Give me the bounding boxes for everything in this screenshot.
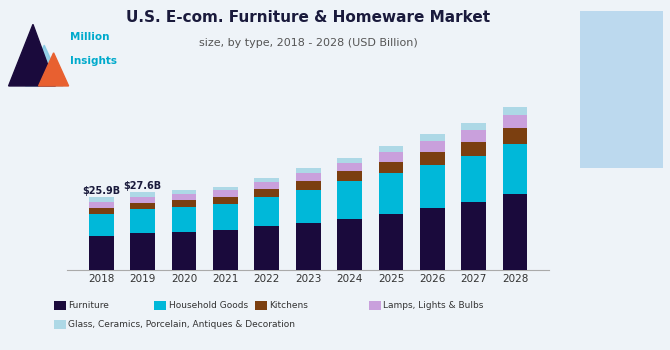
Bar <box>420 141 445 152</box>
Bar <box>255 189 279 197</box>
Bar <box>89 197 114 202</box>
Bar <box>461 202 486 270</box>
Bar <box>89 202 114 208</box>
Bar <box>213 197 238 204</box>
Text: Lamps, Lights & Bulbs: Lamps, Lights & Bulbs <box>383 301 484 310</box>
Bar <box>295 223 321 270</box>
Polygon shape <box>39 53 68 86</box>
Text: Household Goods: Household Goods <box>169 301 248 310</box>
Bar <box>295 173 321 181</box>
Bar <box>420 208 445 270</box>
Bar <box>295 168 321 173</box>
Polygon shape <box>25 45 63 86</box>
Bar <box>337 181 362 219</box>
Text: Furniture: Furniture <box>68 301 109 310</box>
Bar <box>461 130 486 142</box>
Bar <box>255 178 279 182</box>
Bar <box>502 107 527 115</box>
Bar <box>461 142 486 156</box>
Text: Glass, Ceramics, Porcelain, Antiques & Decoration: Glass, Ceramics, Porcelain, Antiques & D… <box>68 320 295 329</box>
Bar <box>172 194 196 200</box>
Text: $25.9B: $25.9B <box>82 186 121 196</box>
Bar <box>130 233 155 270</box>
Bar <box>213 204 238 230</box>
Bar <box>502 194 527 270</box>
Bar <box>379 214 403 270</box>
Bar <box>337 171 362 181</box>
Bar <box>337 163 362 171</box>
Bar <box>461 123 486 130</box>
Bar <box>295 190 321 223</box>
Bar <box>420 152 445 164</box>
Text: Insights: Insights <box>70 56 117 65</box>
Bar <box>379 152 403 162</box>
Bar <box>379 173 403 214</box>
Bar <box>213 230 238 270</box>
Bar <box>255 197 279 226</box>
Text: $27.6B: $27.6B <box>124 181 161 191</box>
Bar <box>295 181 321 190</box>
Bar <box>379 162 403 173</box>
Text: U.S.
Market
CAGR,
2021-2028: U.S. Market CAGR, 2021-2028 <box>595 82 648 134</box>
Bar <box>130 192 155 197</box>
Bar <box>130 197 155 203</box>
Polygon shape <box>9 25 56 86</box>
Bar <box>89 208 114 213</box>
Bar <box>502 115 527 128</box>
Text: U.S. E-com. Furniture & Homeware Market: U.S. E-com. Furniture & Homeware Market <box>126 10 490 26</box>
Bar <box>337 158 362 163</box>
Bar <box>130 209 155 233</box>
Bar <box>172 206 196 232</box>
Bar <box>420 134 445 141</box>
Text: Kitchens: Kitchens <box>269 301 308 310</box>
Bar <box>213 190 238 197</box>
Bar <box>255 226 279 270</box>
Bar <box>213 187 238 190</box>
Bar <box>502 144 527 194</box>
Bar <box>172 232 196 270</box>
Bar <box>89 236 114 270</box>
Bar <box>255 182 279 189</box>
Bar <box>502 128 527 144</box>
Bar <box>379 146 403 152</box>
Bar <box>420 164 445 208</box>
Bar <box>130 203 155 209</box>
Bar <box>172 200 196 206</box>
Bar <box>172 190 196 194</box>
Text: 7.1%: 7.1% <box>590 22 653 43</box>
Text: Million: Million <box>70 33 110 42</box>
Bar <box>337 219 362 270</box>
Bar <box>89 214 114 236</box>
Bar <box>461 156 486 202</box>
Text: size, by type, 2018 - 2028 (USD Billion): size, by type, 2018 - 2028 (USD Billion) <box>199 38 417 49</box>
